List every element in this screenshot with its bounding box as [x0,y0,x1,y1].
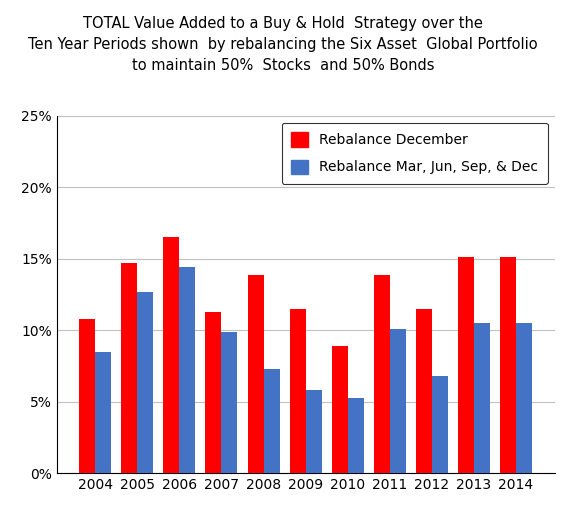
Bar [332,346,348,473]
Bar [390,329,406,473]
Bar [306,390,321,473]
Bar [290,309,306,473]
Bar [264,369,280,473]
Bar [348,398,364,473]
Bar [179,267,195,473]
Bar [95,352,112,473]
Bar [79,319,95,473]
Bar [432,376,448,473]
Bar [205,312,221,473]
Bar [474,323,490,473]
Bar [138,292,153,473]
Bar [516,323,532,473]
Bar [121,263,138,473]
Bar [500,257,516,473]
Bar [164,237,179,473]
Bar [374,275,390,473]
Bar [221,332,238,473]
Bar [458,257,474,473]
Bar [247,275,264,473]
Bar [416,309,432,473]
Legend: Rebalance December, Rebalance Mar, Jun, Sep, & Dec: Rebalance December, Rebalance Mar, Jun, … [281,123,548,184]
Text: TOTAL Value Added to a Buy & Hold  Strategy over the
Ten Year Periods shown  by : TOTAL Value Added to a Buy & Hold Strate… [28,16,538,73]
